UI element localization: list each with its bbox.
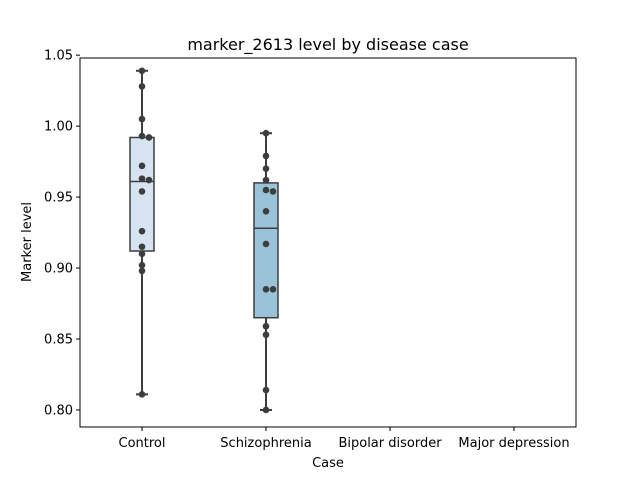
data-point [138,175,146,182]
data-point [138,267,146,275]
data-point [138,132,146,140]
data-point [262,165,270,172]
data-point [138,67,146,75]
x-tick-label: Major depression [458,436,569,451]
data-point [262,322,270,330]
data-point [269,188,277,195]
data-point [269,286,277,293]
x-tick-label: Control [119,436,166,451]
data-point [262,286,270,293]
chart-title: marker_2613 level by disease case [187,35,468,55]
data-point [138,227,146,235]
data-point [262,386,270,394]
data-point [138,115,146,123]
y-tick-label: 1.05 [44,49,73,64]
x-tick-label: Bipolar disorder [338,436,442,451]
data-point [262,240,270,248]
data-point [262,152,270,160]
x-axis: Control Schizophrenia Bipolar disorder Majo… [119,427,570,451]
data-point [138,188,146,195]
y-tick-label: 0.95 [44,191,73,206]
data-point [138,243,146,251]
box-iqr [253,182,279,319]
y-axis-title: Marker level [20,202,35,282]
data-point [145,176,153,184]
data-point [138,162,146,170]
data-point [138,250,146,258]
y-tick-label: 0.90 [44,262,73,277]
y-tick-label: 0.80 [44,403,73,418]
y-axis: 0.80 0.85 0.90 0.95 1.00 1.05 [44,49,80,418]
data-point [138,261,146,269]
data-point [262,186,270,194]
plot-area-frame [79,57,577,428]
x-tick-label: Schizophrenia [220,436,311,451]
y-tick-label: 0.85 [44,333,73,348]
data-point [145,134,153,141]
data-point [262,406,270,414]
data-point [262,207,270,215]
data-point [262,176,270,184]
boxes-layer [129,69,279,411]
x-axis-title: Case [312,456,344,471]
y-tick-label: 1.00 [44,120,73,135]
data-point [262,129,270,137]
data-point [138,391,146,398]
points-layer [138,67,277,414]
data-point [262,331,270,339]
data-point [138,83,146,90]
